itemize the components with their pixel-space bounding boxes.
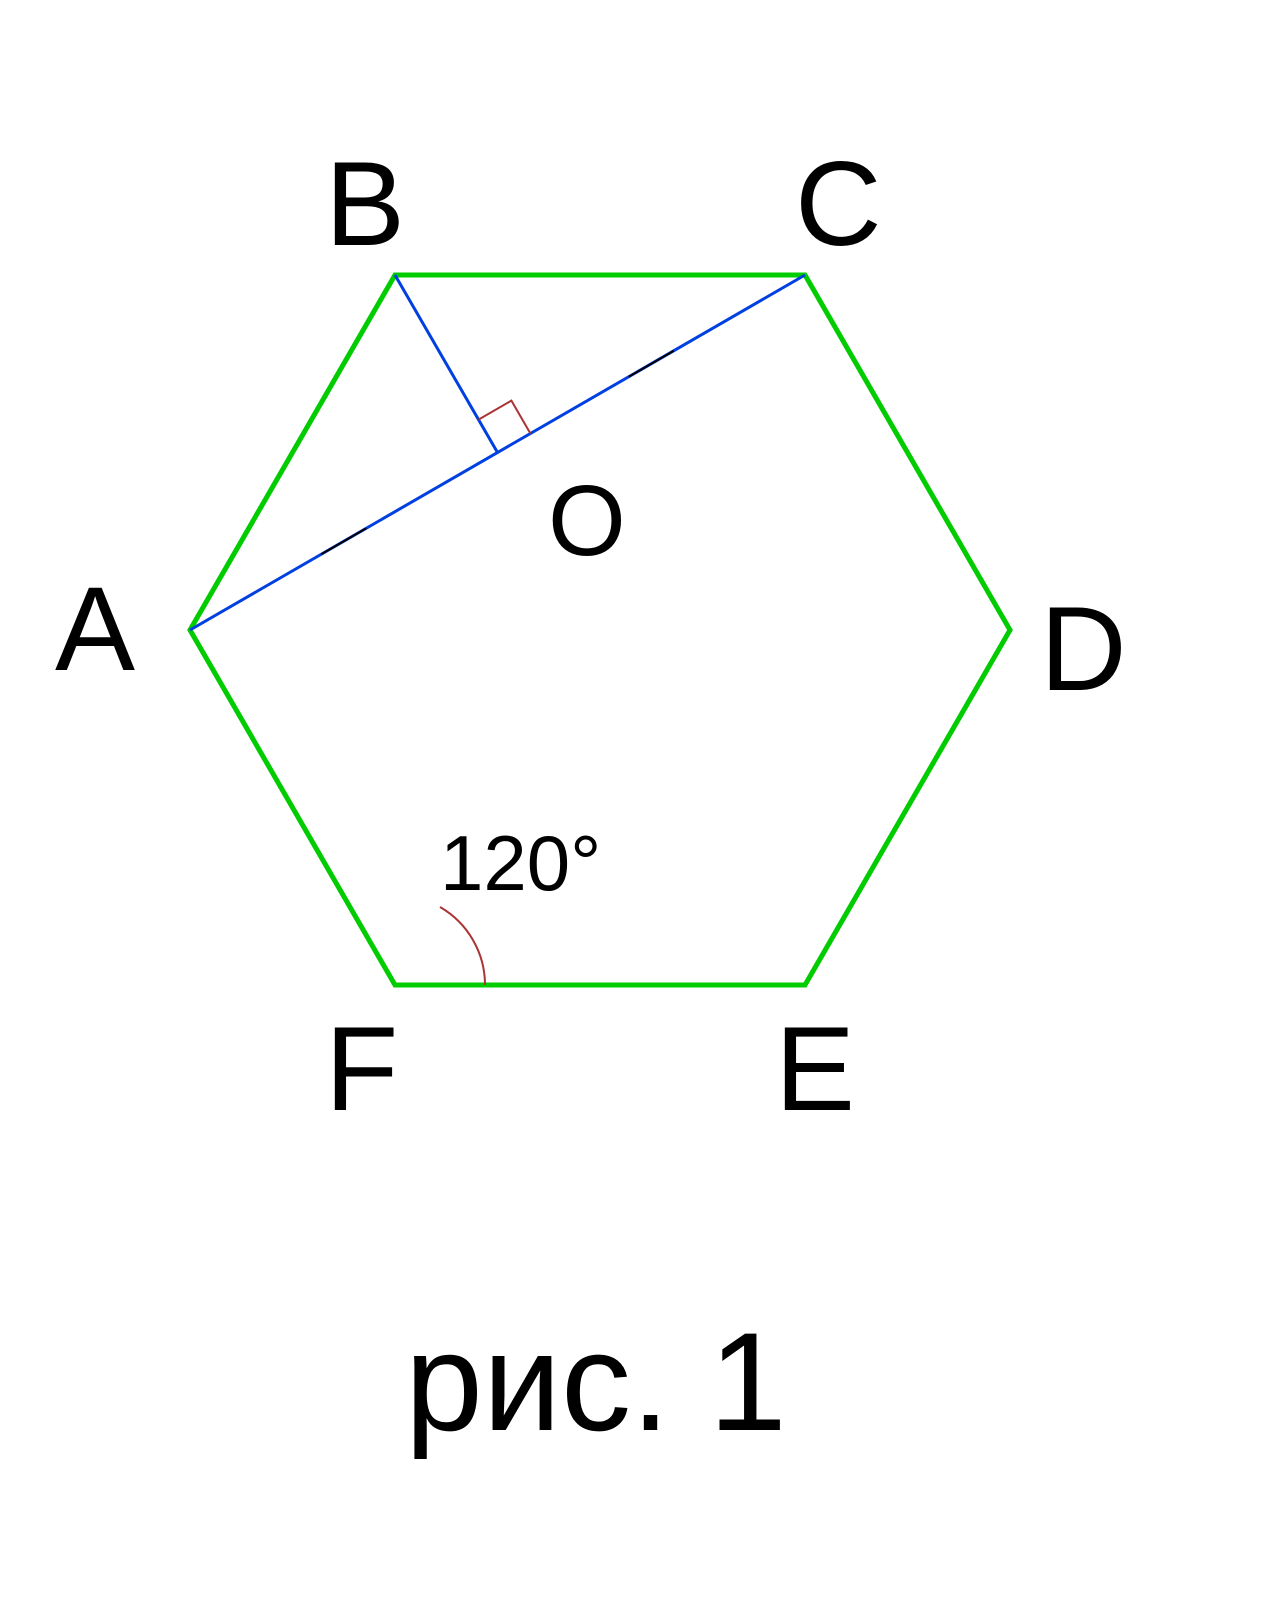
label-e: E: [775, 1002, 855, 1136]
figure-caption: рис. 1: [405, 1303, 787, 1460]
segment-bo: [395, 275, 498, 453]
label-a: A: [55, 562, 135, 696]
tick-ao: [321, 528, 366, 554]
label-o: O: [548, 465, 626, 577]
angle-label-f: 120°: [440, 819, 601, 907]
angle-arc-f: [440, 907, 485, 985]
label-f: F: [325, 1002, 398, 1136]
label-b: B: [325, 137, 405, 271]
label-c: C: [795, 137, 882, 271]
right-angle-marker: [479, 401, 531, 453]
tick-oc: [629, 351, 674, 377]
geometry-diagram: A B C D E F O 120° рис. 1: [0, 0, 1280, 1600]
label-d: D: [1040, 582, 1127, 716]
